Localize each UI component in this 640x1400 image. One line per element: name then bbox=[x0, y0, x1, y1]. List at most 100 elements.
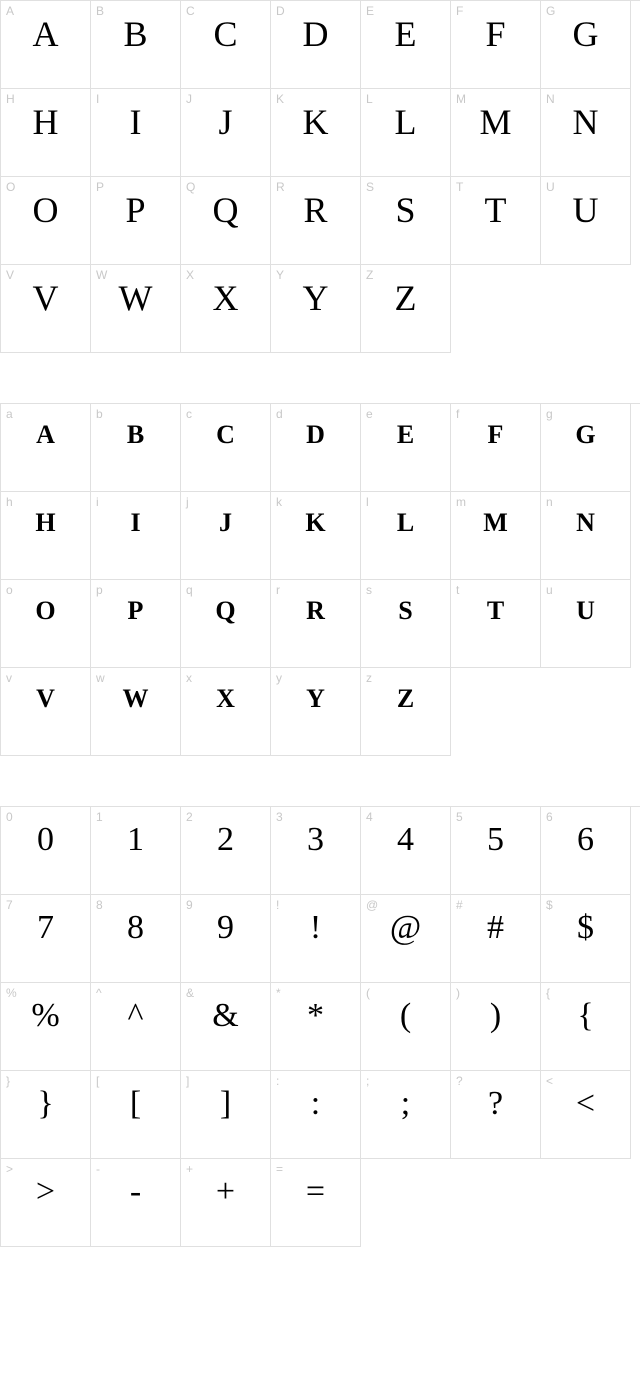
glyph-cell[interactable]: << bbox=[541, 1071, 631, 1159]
glyph-cell[interactable]: lL bbox=[361, 492, 451, 580]
glyph-cell[interactable]: >> bbox=[1, 1159, 91, 1247]
glyph-cell[interactable]: 33 bbox=[271, 807, 361, 895]
glyph-cell[interactable]: AA bbox=[1, 1, 91, 89]
glyph-display: C bbox=[181, 420, 270, 450]
glyph-cell[interactable]: TT bbox=[451, 177, 541, 265]
glyph-cell[interactable]: gG bbox=[541, 404, 631, 492]
glyph-cell[interactable]: 00 bbox=[1, 807, 91, 895]
glyph-cell[interactable]: XX bbox=[181, 265, 271, 353]
glyph-cell[interactable]: dD bbox=[271, 404, 361, 492]
glyph-cell[interactable]: [[ bbox=[91, 1071, 181, 1159]
glyph-cell[interactable]: LL bbox=[361, 89, 451, 177]
glyph-cell[interactable]: JJ bbox=[181, 89, 271, 177]
glyph-cell[interactable]: zZ bbox=[361, 668, 451, 756]
glyph-display: 9 bbox=[181, 909, 270, 947]
glyph-cell[interactable]: -- bbox=[91, 1159, 181, 1247]
glyph-cell[interactable]: 44 bbox=[361, 807, 451, 895]
glyph-cell[interactable]: NN bbox=[541, 89, 631, 177]
glyph-cell[interactable]: 11 bbox=[91, 807, 181, 895]
glyph-cell[interactable]: ^^ bbox=[91, 983, 181, 1071]
glyph-cell[interactable]: YY bbox=[271, 265, 361, 353]
glyph-display: H bbox=[1, 101, 90, 143]
glyph-cell[interactable]: ZZ bbox=[361, 265, 451, 353]
glyph-cell[interactable]: 88 bbox=[91, 895, 181, 983]
glyph-cell[interactable]: (( bbox=[361, 983, 451, 1071]
glyph-cell[interactable]: uU bbox=[541, 580, 631, 668]
glyph-cell[interactable]: BB bbox=[91, 1, 181, 89]
glyph-cell[interactable]: MM bbox=[451, 89, 541, 177]
glyph-cell[interactable]: :: bbox=[271, 1071, 361, 1159]
glyph-cell[interactable]: hH bbox=[1, 492, 91, 580]
glyph-cell[interactable]: }} bbox=[1, 1071, 91, 1159]
glyph-cell[interactable]: 77 bbox=[1, 895, 91, 983]
glyph-cell[interactable]: fF bbox=[451, 404, 541, 492]
glyph-cell[interactable]: )) bbox=[451, 983, 541, 1071]
glyph-cell[interactable]: ** bbox=[271, 983, 361, 1071]
glyph-cell[interactable]: UU bbox=[541, 177, 631, 265]
glyph-cell[interactable]: 22 bbox=[181, 807, 271, 895]
glyph-display: - bbox=[91, 1173, 180, 1211]
glyph-cell[interactable]: !! bbox=[271, 895, 361, 983]
glyph-cell[interactable]: aA bbox=[1, 404, 91, 492]
glyph-cell[interactable]: @@ bbox=[361, 895, 451, 983]
glyph-cell[interactable]: ?? bbox=[451, 1071, 541, 1159]
glyph-cell[interactable]: 66 bbox=[541, 807, 631, 895]
glyph-cell[interactable]: && bbox=[181, 983, 271, 1071]
glyph-cell[interactable]: qQ bbox=[181, 580, 271, 668]
glyph-display: F bbox=[451, 420, 540, 450]
glyph-display: 1 bbox=[91, 821, 180, 859]
glyph-cell[interactable]: HH bbox=[1, 89, 91, 177]
glyph-cell[interactable]: ;; bbox=[361, 1071, 451, 1159]
glyph-display: X bbox=[181, 684, 270, 714]
glyph-display: D bbox=[271, 420, 360, 450]
glyph-cell[interactable]: iI bbox=[91, 492, 181, 580]
glyph-cell[interactable]: wW bbox=[91, 668, 181, 756]
glyph-cell[interactable]: cC bbox=[181, 404, 271, 492]
glyph-cell[interactable]: eE bbox=[361, 404, 451, 492]
glyph-cell[interactable]: bB bbox=[91, 404, 181, 492]
glyph-cell[interactable]: mM bbox=[451, 492, 541, 580]
glyph-cell[interactable]: sS bbox=[361, 580, 451, 668]
glyph-cell[interactable]: VV bbox=[1, 265, 91, 353]
glyph-cell[interactable]: ++ bbox=[181, 1159, 271, 1247]
glyph-cell[interactable]: WW bbox=[91, 265, 181, 353]
glyph-cell[interactable]: EE bbox=[361, 1, 451, 89]
glyph-display: > bbox=[1, 1173, 90, 1211]
glyph-cell[interactable]: tT bbox=[451, 580, 541, 668]
glyph-label: f bbox=[456, 407, 459, 421]
glyph-cell[interactable]: 99 bbox=[181, 895, 271, 983]
glyph-cell[interactable]: KK bbox=[271, 89, 361, 177]
glyph-cell[interactable]: GG bbox=[541, 1, 631, 89]
glyph-cell[interactable]: QQ bbox=[181, 177, 271, 265]
glyph-cell[interactable]: kK bbox=[271, 492, 361, 580]
glyph-cell[interactable]: $$ bbox=[541, 895, 631, 983]
glyph-cell[interactable]: pP bbox=[91, 580, 181, 668]
glyph-cell[interactable]: vV bbox=[1, 668, 91, 756]
glyph-cell[interactable]: SS bbox=[361, 177, 451, 265]
glyph-cell[interactable]: == bbox=[271, 1159, 361, 1247]
glyph-display: J bbox=[181, 101, 270, 143]
glyph-cell[interactable]: OO bbox=[1, 177, 91, 265]
glyph-label: d bbox=[276, 407, 283, 421]
glyph-cell[interactable]: xX bbox=[181, 668, 271, 756]
glyph-cell[interactable]: PP bbox=[91, 177, 181, 265]
glyph-label: a bbox=[6, 407, 13, 421]
glyph-cell[interactable]: %% bbox=[1, 983, 91, 1071]
glyph-cell[interactable]: ]] bbox=[181, 1071, 271, 1159]
glyph-cell[interactable]: ## bbox=[451, 895, 541, 983]
glyph-cell[interactable]: RR bbox=[271, 177, 361, 265]
glyph-cell[interactable]: jJ bbox=[181, 492, 271, 580]
glyph-cell[interactable]: FF bbox=[451, 1, 541, 89]
glyph-cell-empty bbox=[451, 265, 541, 353]
glyph-cell[interactable]: 55 bbox=[451, 807, 541, 895]
glyph-cell[interactable]: nN bbox=[541, 492, 631, 580]
glyph-cell[interactable]: oO bbox=[1, 580, 91, 668]
glyph-display: = bbox=[271, 1173, 360, 1211]
glyph-cell[interactable]: yY bbox=[271, 668, 361, 756]
glyph-cell[interactable]: CC bbox=[181, 1, 271, 89]
glyph-display: M bbox=[451, 508, 540, 538]
glyph-cell[interactable]: rR bbox=[271, 580, 361, 668]
glyph-cell[interactable]: DD bbox=[271, 1, 361, 89]
glyph-cell[interactable]: {{ bbox=[541, 983, 631, 1071]
glyph-cell[interactable]: II bbox=[91, 89, 181, 177]
